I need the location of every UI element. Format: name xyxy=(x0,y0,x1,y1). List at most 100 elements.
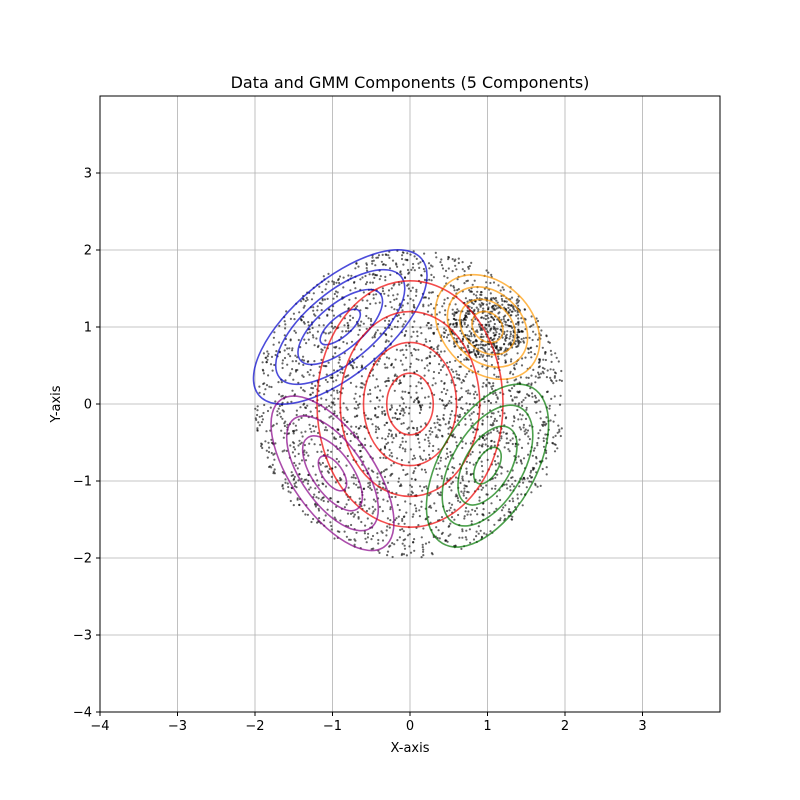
data-point xyxy=(297,479,300,482)
data-point xyxy=(400,553,403,557)
data-point xyxy=(481,385,484,388)
data-point xyxy=(431,430,434,434)
data-point xyxy=(276,414,279,417)
data-point xyxy=(326,380,329,384)
data-point xyxy=(262,382,265,386)
data-point xyxy=(480,327,483,330)
data-point xyxy=(371,262,374,265)
data-point xyxy=(405,554,408,557)
data-point xyxy=(465,325,468,329)
data-point xyxy=(458,413,461,416)
data-point xyxy=(507,318,510,321)
data-point xyxy=(305,296,308,299)
data-point xyxy=(550,360,553,363)
data-point xyxy=(430,279,433,282)
data-point xyxy=(459,415,462,418)
data-point xyxy=(299,346,302,349)
data-point xyxy=(293,329,296,332)
data-point xyxy=(269,363,273,366)
data-point xyxy=(360,520,363,524)
data-point xyxy=(283,356,287,360)
data-point xyxy=(335,295,339,298)
data-point xyxy=(485,303,488,306)
data-point xyxy=(345,420,348,424)
data-point xyxy=(327,361,330,364)
data-point xyxy=(519,428,523,431)
data-point xyxy=(452,457,455,460)
data-point xyxy=(302,375,305,378)
contour-ellipse xyxy=(274,268,406,386)
data-point xyxy=(333,437,336,440)
data-point xyxy=(441,434,444,437)
data-point xyxy=(483,438,486,442)
data-point xyxy=(457,513,460,517)
data-point xyxy=(322,324,325,327)
data-point xyxy=(455,340,458,343)
data-point xyxy=(262,352,265,355)
data-point xyxy=(507,303,510,306)
data-point xyxy=(465,316,468,319)
data-point xyxy=(287,353,290,356)
data-point xyxy=(378,301,381,304)
data-point xyxy=(300,300,303,303)
data-point xyxy=(303,449,306,452)
data-point xyxy=(549,368,552,371)
data-point xyxy=(532,323,535,326)
data-point xyxy=(405,348,408,351)
data-point xyxy=(373,276,376,279)
data-point xyxy=(504,339,507,342)
data-point xyxy=(266,355,269,358)
data-point xyxy=(375,293,378,296)
data-point xyxy=(369,317,373,321)
data-point xyxy=(326,297,329,300)
data-point xyxy=(396,408,399,411)
data-point xyxy=(540,329,543,332)
data-point xyxy=(514,445,517,448)
data-point xyxy=(396,326,399,329)
data-point xyxy=(455,370,458,373)
data-point xyxy=(378,399,381,402)
data-point xyxy=(379,456,382,459)
data-point xyxy=(413,504,417,507)
data-point xyxy=(415,369,418,373)
data-point xyxy=(338,358,341,361)
data-point xyxy=(404,440,407,443)
data-point xyxy=(360,348,363,351)
data-point xyxy=(358,402,361,405)
data-point xyxy=(420,387,424,390)
data-point xyxy=(355,366,358,369)
data-point xyxy=(452,370,455,373)
data-point xyxy=(445,452,449,455)
data-point xyxy=(542,420,545,424)
data-point xyxy=(511,515,514,518)
data-point xyxy=(398,417,401,420)
data-point xyxy=(398,536,401,539)
data-point xyxy=(313,360,316,363)
data-point xyxy=(289,339,292,342)
data-point xyxy=(299,406,302,409)
data-point xyxy=(363,425,366,428)
data-point xyxy=(273,452,276,455)
data-point xyxy=(281,483,284,487)
data-point xyxy=(436,418,439,421)
data-point xyxy=(324,288,327,291)
data-point xyxy=(392,294,395,297)
data-point xyxy=(355,425,358,428)
data-point xyxy=(447,267,450,270)
data-point xyxy=(446,276,449,279)
data-point xyxy=(527,376,530,379)
data-point xyxy=(394,416,397,419)
data-point xyxy=(346,321,349,325)
data-point xyxy=(387,441,390,444)
data-point xyxy=(294,424,297,427)
data-point xyxy=(386,554,389,557)
data-point xyxy=(483,532,486,535)
data-point xyxy=(477,532,480,535)
data-point xyxy=(280,381,283,384)
data-point xyxy=(376,329,379,332)
data-point xyxy=(534,381,537,384)
data-point xyxy=(273,458,276,461)
data-point xyxy=(260,415,263,418)
data-point xyxy=(293,482,296,485)
data-point xyxy=(560,427,563,430)
